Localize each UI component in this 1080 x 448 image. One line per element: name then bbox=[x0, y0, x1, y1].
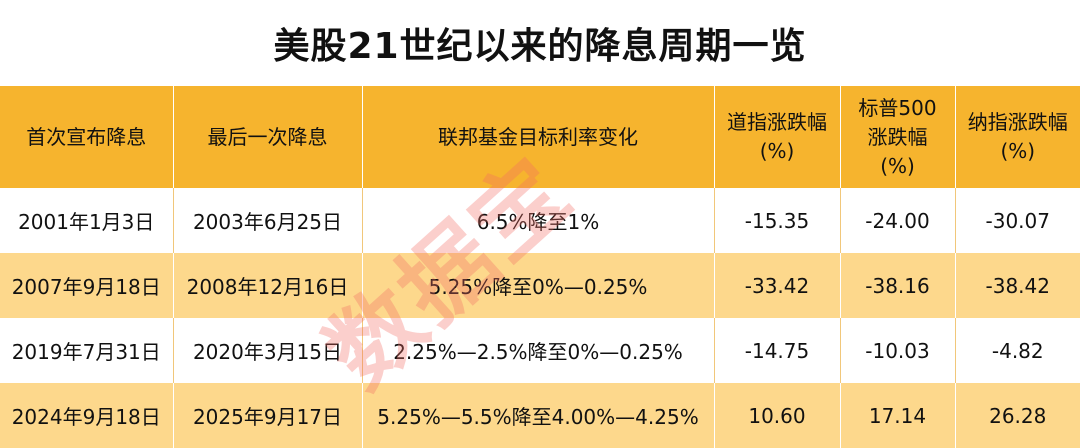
page-title: 美股21世纪以来的降息周期一览 bbox=[273, 26, 807, 67]
cell-last-cut: 2003年6月25日 bbox=[173, 188, 363, 253]
rate-cut-table: 首次宣布降息 最后一次降息 联邦基金目标利率变化 道指涨跌幅 (%) 标普500 涨… bbox=[0, 86, 1080, 448]
cell-sp500-change: -38.16 bbox=[840, 253, 956, 318]
header-rate-change: 联邦基金目标利率变化 bbox=[362, 86, 715, 188]
cell-sp500-change: -24.00 bbox=[840, 188, 956, 253]
table-row: 2019年7月31日 2020年3月15日 2.25%—2.5%降至0%—0.2… bbox=[0, 318, 1080, 383]
table-row: 2001年1月3日 2003年6月25日 6.5%降至1% -15.35 -24… bbox=[0, 188, 1080, 253]
cell-first-cut: 2024年9月18日 bbox=[0, 383, 174, 448]
cell-first-cut: 2007年9月18日 bbox=[0, 253, 174, 318]
cell-last-cut: 2008年12月16日 bbox=[173, 253, 363, 318]
table-row: 2007年9月18日 2008年12月16日 5.25%降至0%—0.25% -… bbox=[0, 253, 1080, 318]
cell-dow-change: 10.60 bbox=[714, 383, 841, 448]
cell-dow-change: -14.75 bbox=[714, 318, 841, 383]
table-row: 2024年9月18日 2025年9月17日 5.25%—5.5%降至4.00%—… bbox=[0, 383, 1080, 448]
cell-nasdaq-change: -4.82 bbox=[991, 338, 1044, 363]
cell-dow-change: -33.42 bbox=[714, 253, 841, 318]
cell-first-cut: 2001年1月3日 bbox=[0, 188, 174, 253]
cell-nasdaq-change: 26.28 bbox=[989, 403, 1047, 428]
cell-dow-change: -15.35 bbox=[714, 188, 841, 253]
table-header-row: 首次宣布降息 最后一次降息 联邦基金目标利率变化 道指涨跌幅 (%) 标普500 涨… bbox=[0, 86, 1080, 188]
header-sp500-change: 标普500 涨跌幅 (%) bbox=[840, 86, 956, 188]
cell-last-cut: 2020年3月15日 bbox=[173, 318, 363, 383]
cell-rate-change: 5.25%—5.5%降至4.00%—4.25% bbox=[362, 383, 715, 448]
header-dow-change: 道指涨跌幅 (%) bbox=[714, 86, 841, 188]
cell-nasdaq-change: -38.42 bbox=[985, 273, 1050, 298]
header-nasdaq-change: 纳指涨跌幅 (%) bbox=[967, 110, 1068, 163]
cell-sp500-change: -10.03 bbox=[840, 318, 956, 383]
cell-nasdaq-change: -30.07 bbox=[985, 208, 1050, 233]
cell-rate-change: 6.5%降至1% bbox=[362, 188, 715, 253]
cell-first-cut: 2019年7月31日 bbox=[0, 318, 174, 383]
cell-rate-change: 2.25%—2.5%降至0%—0.25% bbox=[362, 318, 715, 383]
cell-rate-change: 5.25%降至0%—0.25% bbox=[362, 253, 715, 318]
cell-last-cut: 2025年9月17日 bbox=[173, 383, 363, 448]
header-first-cut: 首次宣布降息 bbox=[0, 86, 174, 188]
cell-sp500-change: 17.14 bbox=[840, 383, 956, 448]
header-last-cut: 最后一次降息 bbox=[173, 86, 363, 188]
